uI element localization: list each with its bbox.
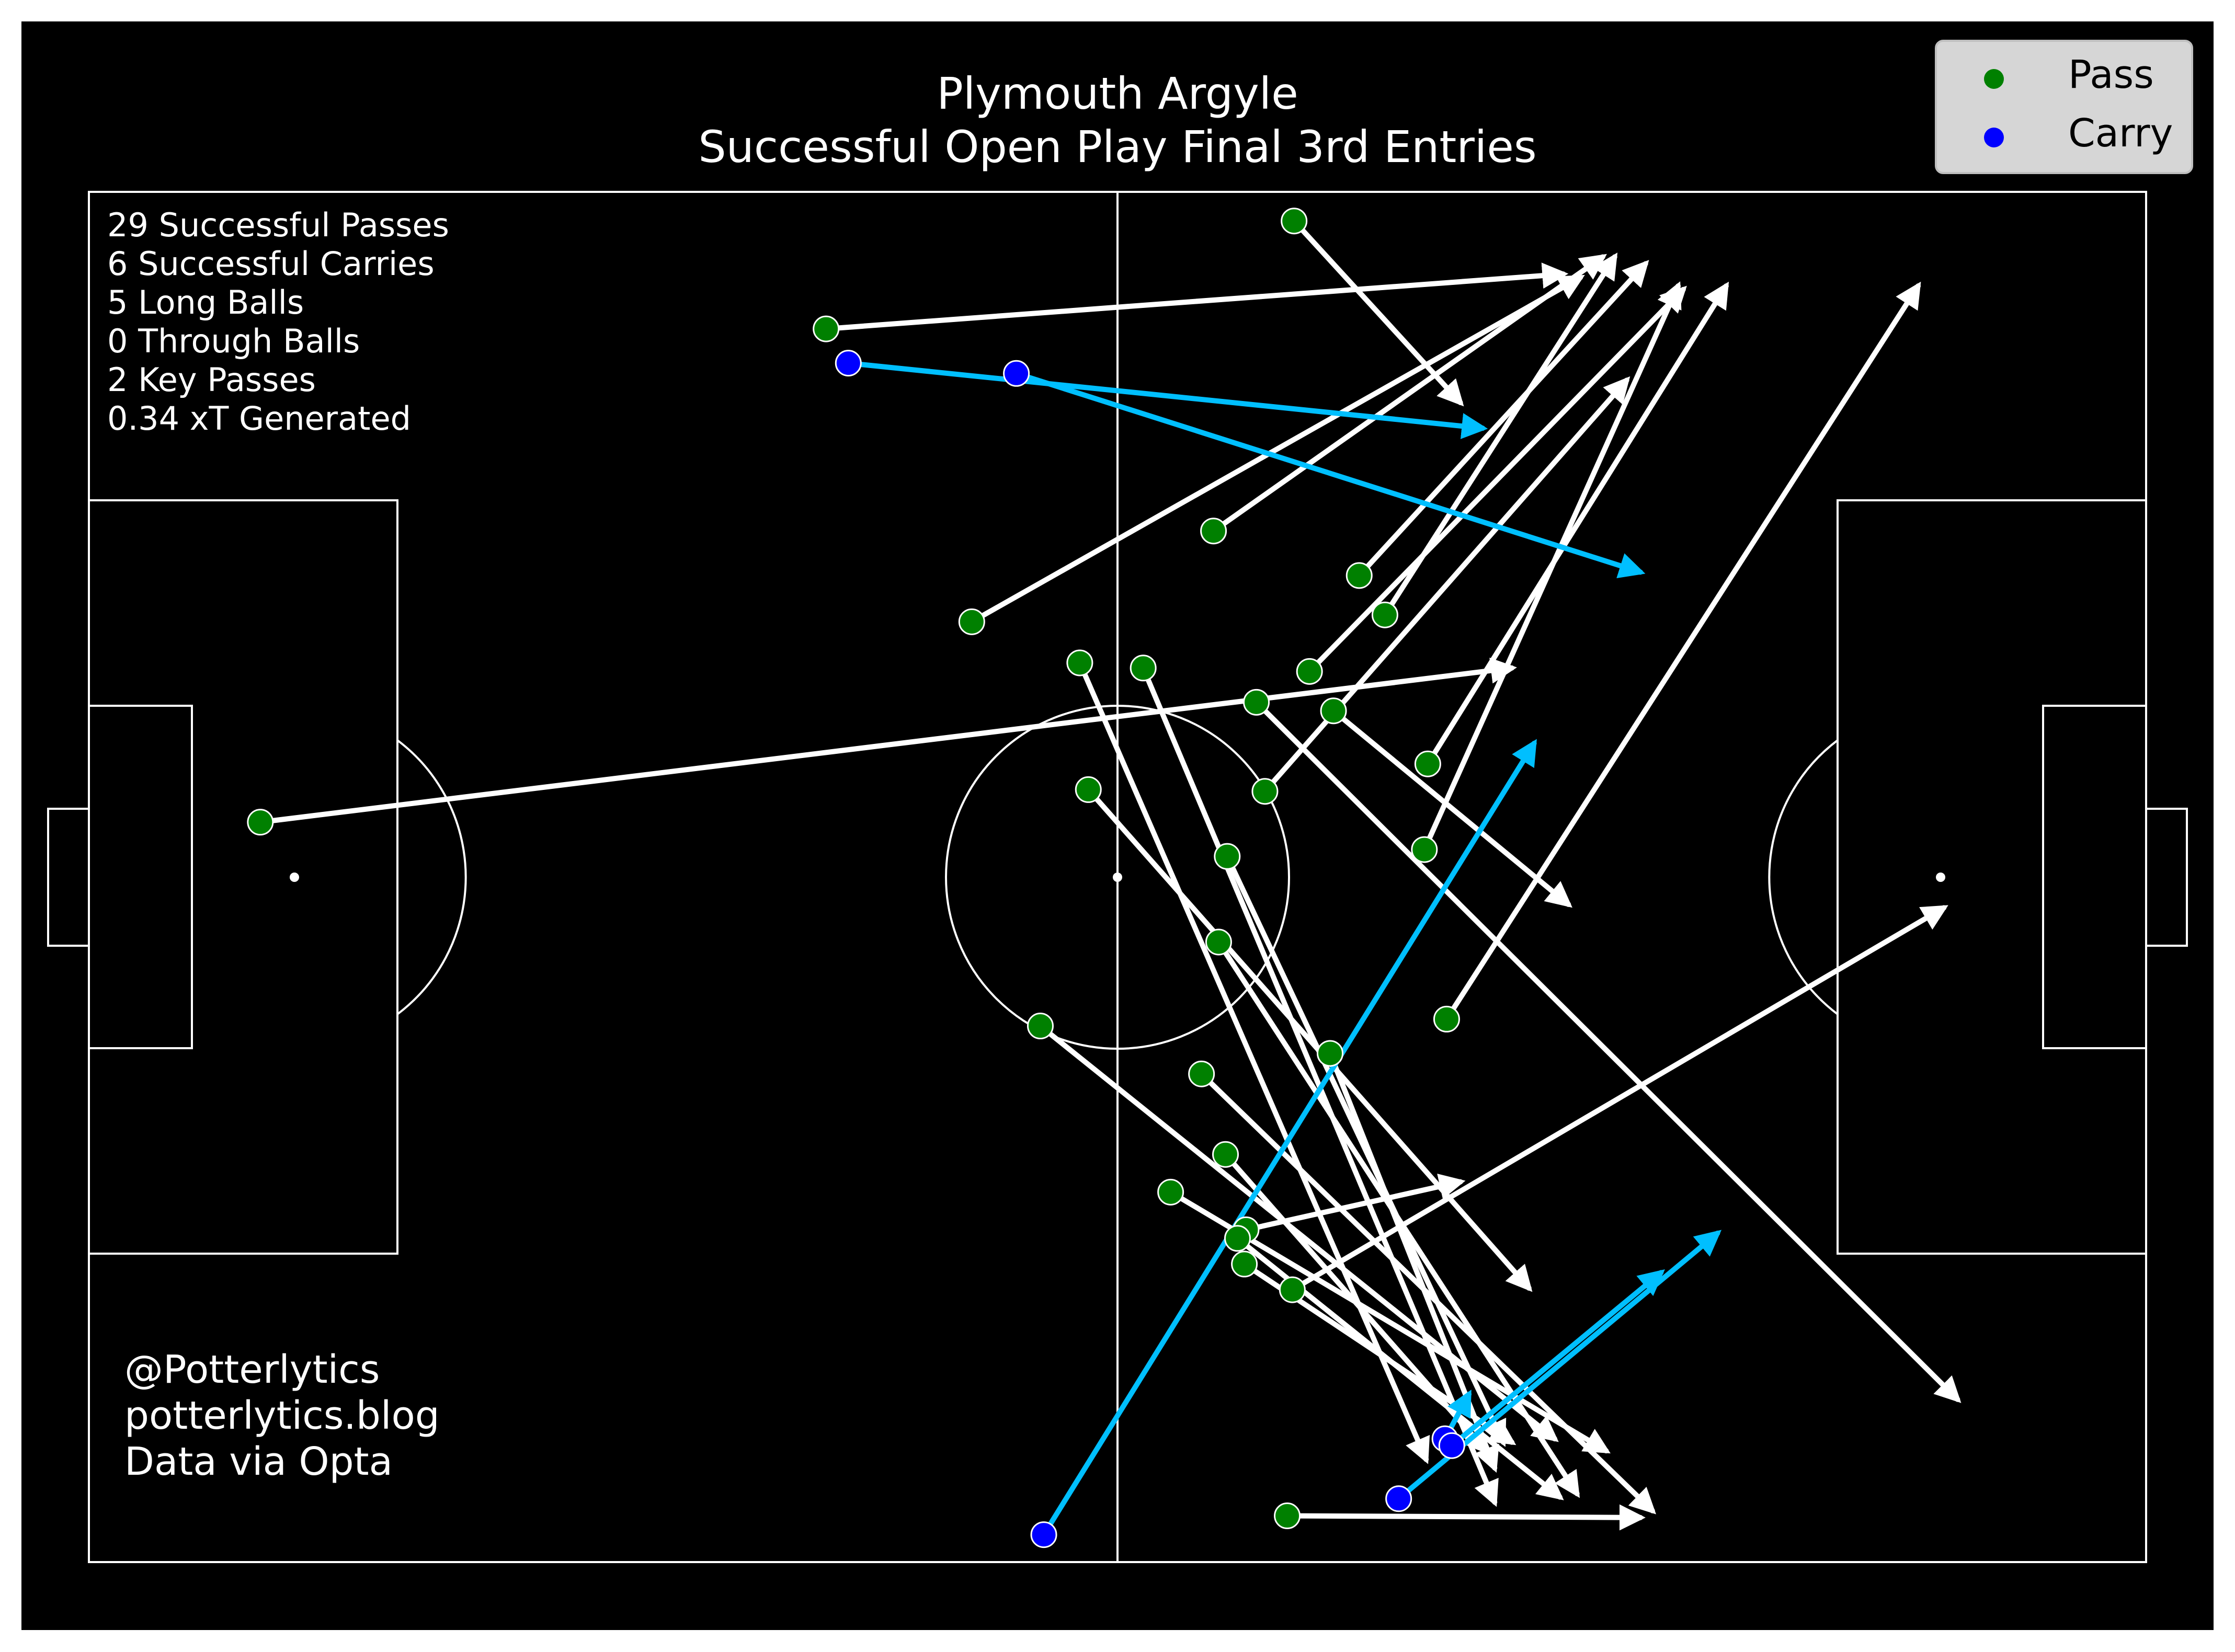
pass-start-dot bbox=[1414, 750, 1441, 777]
pass-start-dot bbox=[958, 608, 985, 635]
pass-start-dot bbox=[1075, 776, 1102, 803]
pass-arrow bbox=[1199, 1071, 1657, 1515]
chart-title: Plymouth Argyle bbox=[937, 68, 1298, 119]
pass-start-dot bbox=[1320, 697, 1347, 725]
stat-xt: 0.34 xT Generated bbox=[107, 399, 411, 438]
credit-site: potterlytics.blog bbox=[124, 1393, 440, 1438]
carry-arrow bbox=[1449, 1269, 1665, 1449]
stat-key-passes: 2 Key Passes bbox=[107, 361, 316, 399]
right-penalty-spot bbox=[1936, 873, 1945, 882]
pass-start-dot bbox=[1212, 1141, 1239, 1168]
pass-arrow bbox=[969, 274, 1585, 625]
pass-start-dot bbox=[1251, 778, 1279, 805]
pass-arrow bbox=[1290, 905, 1948, 1293]
right-goal bbox=[2145, 808, 2188, 947]
pass-arrow bbox=[1307, 285, 1687, 674]
centre-spot bbox=[1113, 873, 1122, 882]
pass-arrow bbox=[1224, 854, 1507, 1447]
carry-start-dot bbox=[1030, 1521, 1057, 1548]
legend-pass-label: Pass bbox=[2068, 52, 2154, 97]
pass-start-dot bbox=[1371, 601, 1398, 628]
pass-arrow bbox=[1421, 281, 1682, 853]
stats-block: 29 Successful Passes 6 Successful Carrie… bbox=[107, 206, 449, 438]
pass-start-dot bbox=[1296, 658, 1323, 685]
pass-arrow bbox=[1077, 660, 1430, 1464]
pass-start-dot bbox=[1157, 1178, 1184, 1206]
carry-start-dot bbox=[1438, 1432, 1465, 1459]
credits-block: @Potterlytics potterlytics.blog Data via… bbox=[124, 1347, 440, 1484]
pass-start-dot bbox=[1205, 928, 1232, 956]
pass-arrow bbox=[1356, 260, 1649, 578]
pass-arrow bbox=[1331, 708, 1572, 908]
chart-subtitle: Successful Open Play Final 3rd Entries bbox=[698, 121, 1536, 173]
pass-start-dot bbox=[1274, 1502, 1301, 1530]
carry-start-dot bbox=[1385, 1485, 1412, 1512]
legend: Pass Carry bbox=[1935, 40, 2193, 174]
legend-carry-label: Carry bbox=[2068, 111, 2173, 156]
pass-arrow bbox=[1291, 218, 1464, 407]
centre-circle bbox=[945, 705, 1290, 1050]
pass-arrow bbox=[1243, 1174, 1466, 1233]
pass-start-dot bbox=[1317, 1040, 1344, 1067]
legend-pass-marker bbox=[1984, 69, 2004, 89]
stat-passes: 29 Successful Passes bbox=[107, 206, 449, 244]
pass-start-dot bbox=[1243, 689, 1270, 716]
dot-layer bbox=[247, 208, 1465, 1548]
carry-arrow bbox=[1041, 739, 1537, 1538]
pass-arrow bbox=[1284, 1504, 1646, 1531]
credit-data-source: Data via Opta bbox=[124, 1439, 393, 1484]
carry-start-dot bbox=[1003, 360, 1030, 387]
pass-start-dot bbox=[1200, 518, 1227, 545]
pass-start-dot bbox=[1214, 843, 1241, 870]
pass-start-dot bbox=[813, 315, 840, 342]
legend-carry-marker bbox=[1984, 128, 2004, 147]
pitch bbox=[47, 191, 2188, 1563]
pass-start-dot bbox=[1279, 1276, 1306, 1303]
left-penalty-arc bbox=[396, 739, 467, 1015]
carry-arrow bbox=[1013, 371, 1646, 579]
pass-start-dot bbox=[1433, 1005, 1460, 1032]
stat-through-balls: 0 Through Balls bbox=[107, 322, 360, 360]
credit-handle: @Potterlytics bbox=[124, 1347, 380, 1392]
left-goal bbox=[47, 808, 90, 947]
pass-arrow bbox=[1262, 376, 1630, 794]
pass-start-dot bbox=[1224, 1225, 1251, 1252]
pass-start-dot bbox=[1231, 1251, 1258, 1278]
pass-arrow bbox=[1425, 281, 1729, 767]
pass-arrow bbox=[1253, 699, 1962, 1403]
right-penalty-arc bbox=[1768, 739, 1839, 1015]
pass-start-dot bbox=[1345, 562, 1373, 589]
pass-start-dot bbox=[1066, 649, 1093, 676]
pass-arrow bbox=[1444, 281, 1921, 1022]
pass-start-dot bbox=[1027, 1013, 1054, 1040]
pass-start-dot bbox=[1281, 208, 1308, 235]
pass-start-dot bbox=[1411, 836, 1438, 863]
carry-start-dot bbox=[835, 350, 862, 377]
pass-arrow bbox=[257, 657, 1517, 825]
pass-arrow bbox=[823, 262, 1569, 332]
pass-start-dot bbox=[1188, 1060, 1215, 1087]
carry-arrow bbox=[846, 360, 1488, 439]
pass-start-dot bbox=[247, 809, 274, 836]
left-penalty-spot bbox=[290, 873, 299, 882]
pass-arrow bbox=[1141, 665, 1499, 1507]
stat-carries: 6 Successful Carries bbox=[107, 245, 435, 283]
pass-start-dot bbox=[1130, 655, 1157, 682]
pass-arrow bbox=[1086, 787, 1533, 1292]
stat-long-balls: 5 Long Balls bbox=[107, 283, 304, 322]
